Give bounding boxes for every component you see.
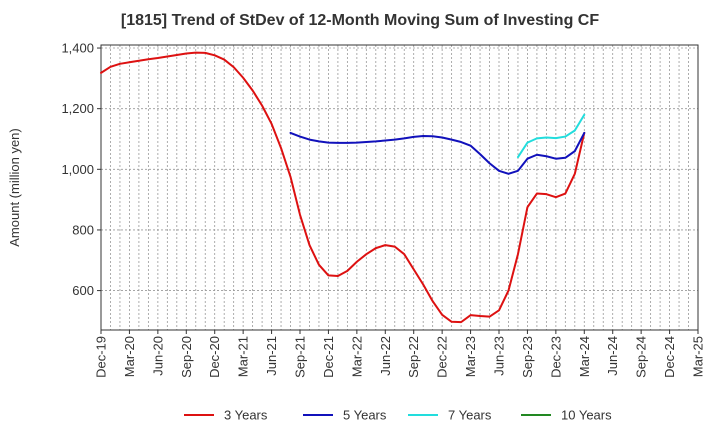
x-tick-label: Dec-21: [321, 336, 336, 378]
x-tick-label: Sep-22: [406, 336, 421, 378]
x-tick-label: Sep-21: [293, 336, 308, 378]
x-tick-label: Dec-24: [662, 336, 677, 378]
y-tick-label: 1,000: [61, 162, 94, 177]
x-tick-label: Jun-22: [378, 336, 393, 376]
series-line-5-years: [289, 131, 586, 175]
legend: 3 Years 5 Years 7 Years 10 Years: [184, 408, 612, 423]
x-tick-label: Dec-20: [207, 336, 222, 378]
x-tick-label: Mar-23: [463, 336, 478, 377]
legend-label-3-years: 3 Years: [224, 408, 268, 423]
x-tick-label: Mar-24: [577, 336, 592, 377]
x-tick-label: Jun-24: [605, 336, 620, 376]
x-tick-label: Jun-20: [150, 336, 165, 376]
grid-layer: [101, 45, 698, 330]
y-axis-label: Amount (million yen): [7, 128, 22, 247]
series-layer: [100, 51, 586, 324]
chart-title: [1815] Trend of StDev of 12-Month Moving…: [120, 12, 600, 29]
series-line-3-years: [100, 51, 586, 324]
x-tick-label: Sep-20: [179, 336, 194, 378]
plot-frame: [100, 44, 699, 331]
y-tick-label: 1,200: [61, 101, 94, 116]
y-tick-label: 600: [72, 283, 94, 298]
x-tick-label: Sep-23: [520, 336, 535, 378]
x-tick-label: Dec-23: [548, 336, 563, 378]
x-tick-label: Jun-23: [492, 336, 507, 376]
axis-layer: 600 800 1,000 1,200 1,400 Dec-19 Mar-20 Jun-20 S…: [61, 41, 705, 378]
legend-label-7-years: 7 Years: [448, 408, 492, 423]
y-tick-label: 800: [72, 222, 94, 237]
x-tick-label: Jun-21: [264, 336, 279, 376]
x-tick-label: Dec-19: [94, 336, 109, 378]
y-tick-label: 1,400: [61, 41, 94, 56]
x-tick-label: Dec-22: [435, 336, 450, 378]
x-tick-label: Mar-22: [349, 336, 364, 377]
series-line-7-years: [516, 113, 586, 159]
x-tick-label: Mar-25: [691, 336, 706, 377]
x-tick-label: Sep-24: [634, 336, 649, 378]
x-tick-label: Mar-20: [122, 336, 137, 377]
legend-label-5-years: 5 Years: [343, 408, 387, 423]
x-tick-label: Mar-21: [236, 336, 251, 377]
legend-label-10-years: 10 Years: [561, 408, 612, 423]
